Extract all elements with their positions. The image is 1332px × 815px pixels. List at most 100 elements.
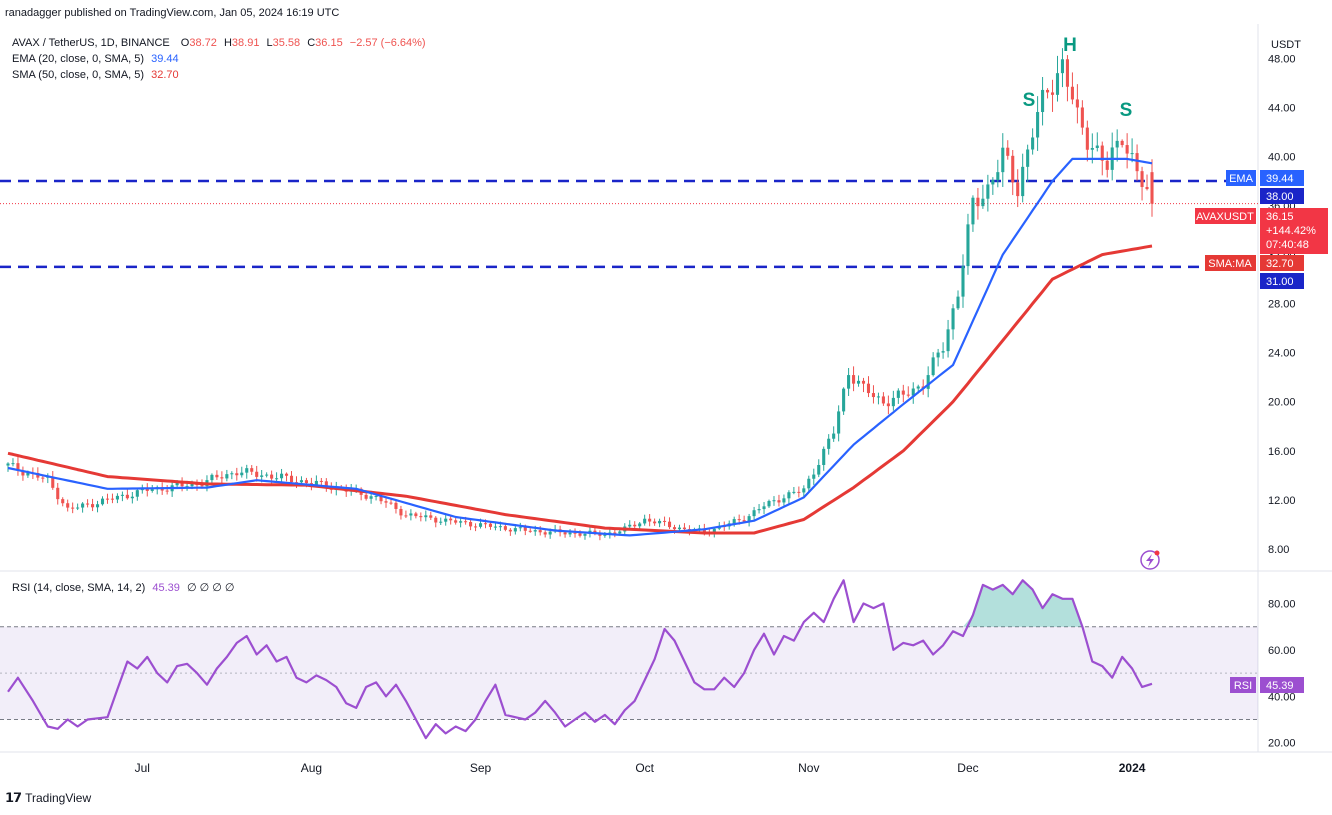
candle-body [837,411,841,434]
candle-body [1050,92,1055,95]
ema-value-tag [1260,170,1304,186]
rsi-tick-label: 80.00 [1268,598,1296,610]
time-tick-label: Aug [301,761,322,775]
rsi-plot [7,579,1153,740]
candle-body [911,388,915,396]
candle-body [270,474,274,479]
rsi-band-fill [0,626,1258,720]
open-value: 38.72 [189,37,217,49]
candle-body [260,475,264,477]
legend-line-1: AVAX / TetherUS, 1D, BINANCE O38.72 H38.… [12,37,426,49]
candle-body [822,448,826,465]
legend-line-sma[interactable]: SMA (50, close, 0, SMA, 5) 32.70 [12,69,179,81]
candle-body [747,516,751,522]
candle-body [1031,137,1035,150]
candle-body [1026,149,1030,167]
candle-body [1145,186,1149,190]
candle-body [981,198,985,207]
price-tick-label: 40.00 [1268,151,1296,163]
candle-body [1075,99,1079,108]
candle-body [578,533,582,536]
candle-body [533,530,537,532]
candle-body [876,396,880,398]
candle-body [852,375,856,384]
candle-body [100,498,105,505]
candle-body [110,498,114,500]
rsi-tick-label: 60.00 [1268,645,1296,657]
candle-body [464,521,468,523]
candle-body [454,520,458,523]
candle-body [16,463,20,471]
time-tick-label: Jul [135,761,150,775]
high-value: 38.91 [232,37,260,49]
candle-body [1055,73,1060,95]
candle-body [71,507,75,509]
right-shoulder-label: S [1120,100,1133,121]
candle-body [568,532,572,535]
time-axis-ticks: Jul Aug Sep Oct Nov Dec 2024 [135,761,1146,775]
candle-body [667,521,672,528]
candle-body [658,520,662,524]
rsi-label: RSI (14, close, SMA, 14, 2) [12,582,145,594]
candle-body [190,483,194,487]
rsi-line[interactable] [7,579,1153,740]
rsi-axis-ticks: 20.00 40.00 60.00 80.00 [1268,598,1296,749]
candle-body [225,474,229,479]
candle-body [812,474,816,479]
candle-body [752,510,756,517]
publish-info: ranadagger published on TradingView.com,… [5,7,340,19]
low-value: 35.58 [273,37,301,49]
candle-body [633,524,637,527]
candle-body [1095,145,1099,148]
symbol-name-text: AVAXUSDT [1196,211,1254,223]
price-tick-label: 24.00 [1268,348,1296,360]
candle-body [175,482,179,486]
candle-body [792,491,796,493]
ema-label: EMA (20, close, 0, SMA, 5) [12,53,144,65]
candle-body [618,531,622,534]
legend-line-rsi[interactable]: RSI (14, close, SMA, 14, 2) 45.39 ∅ ∅ ∅ … [12,582,234,594]
candle-body [76,507,80,509]
candle-body [1105,160,1109,170]
candle-body [901,390,905,395]
candle-body [240,472,244,476]
candle-body [319,480,323,482]
candle-body [1085,127,1089,150]
candle-body [702,528,706,533]
currency-label[interactable]: USDT [1271,39,1301,51]
candle-body [613,532,617,534]
moving-averages [7,157,1153,537]
candle-body [896,390,900,398]
candle-body [1115,140,1119,148]
candle-body [847,375,851,389]
candle-body [1021,166,1025,197]
candle-body [1135,153,1139,172]
price-chart[interactable]: 8.0012.0016.0020.0024.0028.0032.0036.004… [0,24,1332,787]
rsi-name-text: RSI [1234,680,1252,692]
candle-body [663,520,667,522]
candle-body [26,472,30,476]
candle-body [548,531,552,535]
candle-body [105,498,110,500]
legend-line-ema[interactable]: EMA (20, close, 0, SMA, 5) 39.44 [12,53,179,65]
price-tick-label: 12.00 [1268,495,1296,507]
candle-body [956,296,960,309]
candle-body [782,498,786,503]
candle-body [523,527,527,531]
lightning-icon[interactable] [1140,550,1160,570]
rsi-value: 45.39 [152,582,180,594]
candle-body [871,393,876,398]
candle-body [986,184,990,199]
candle-body [538,530,542,533]
candle-body [971,197,975,225]
candle-body [881,396,885,404]
candle-body [314,480,318,485]
candle-body [946,329,950,352]
sma-50-line[interactable] [7,244,1153,535]
candle-body [817,464,821,475]
candle-body [125,494,129,499]
candle-body [478,523,483,527]
ema-20-line[interactable] [7,157,1153,537]
candle-body [976,197,980,207]
candle-body [56,487,60,500]
